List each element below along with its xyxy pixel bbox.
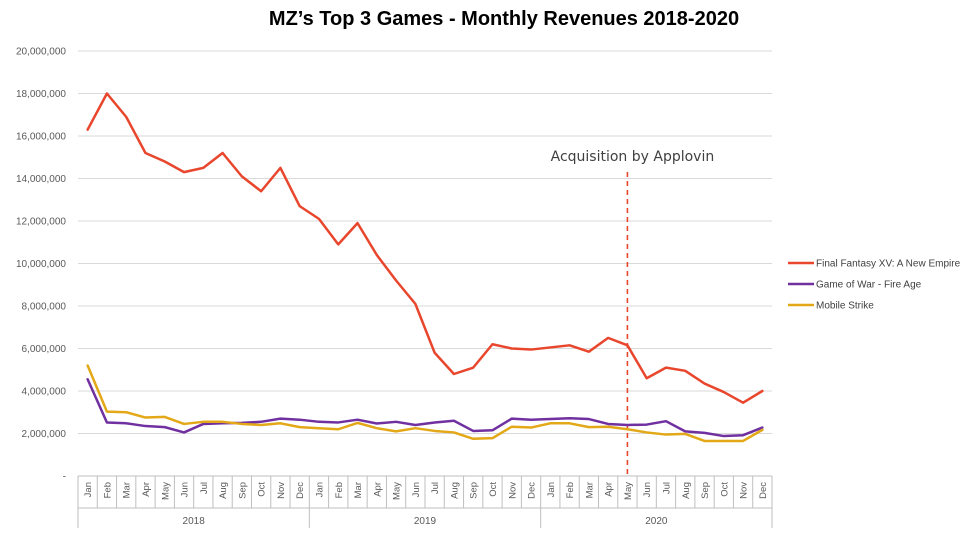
x-tick-label: Aug	[218, 482, 229, 499]
x-tick-label: Oct	[257, 482, 268, 497]
legend: Final Fantasy XV: A New Empire Game of Wa…	[788, 259, 961, 312]
x-tick-label: Mar	[122, 482, 133, 498]
x-tick-label: Dec	[295, 482, 306, 499]
x-tick-label: Oct	[488, 482, 499, 497]
x-tick-label: Jul	[661, 482, 672, 494]
x-tick-label: Jan	[314, 482, 325, 497]
x-tick-label: Sep	[237, 482, 248, 499]
x-tick-label: Jun	[411, 482, 422, 497]
x-tick-label: May	[160, 482, 171, 500]
x-tick-label: Feb	[102, 482, 113, 498]
x-tick-label: Apr	[604, 482, 615, 497]
y-tick-label: 12,000,000	[16, 217, 66, 228]
x-tick-label: Apr	[141, 482, 152, 497]
gridlines	[78, 50, 772, 477]
series-line	[86, 364, 764, 443]
legend-label: Game of War - Fire Age	[816, 280, 922, 291]
y-tick-label: 8,000,000	[22, 302, 67, 313]
x-tick-label: Feb	[334, 482, 345, 498]
x-tick-label: Jan	[83, 482, 94, 497]
y-tick-label: 4,000,000	[22, 387, 67, 398]
x-tick-label: Nov	[507, 482, 518, 499]
chart-title: MZ’s Top 3 Games - Monthly Revenues 2018…	[269, 8, 739, 30]
y-tick-label: 10,000,000	[16, 259, 66, 270]
x-tick-label: Jun	[180, 482, 191, 497]
y-tick-label: -	[63, 472, 66, 483]
x-tick-label: Mar	[353, 482, 364, 498]
y-tick-label: 6,000,000	[22, 344, 67, 355]
x-tick-label: Sep	[700, 482, 711, 499]
y-tick-label: 16,000,000	[16, 132, 66, 143]
legend-label: Final Fantasy XV: A New Empire	[816, 259, 961, 270]
x-tick-label: May	[623, 482, 634, 500]
x-tick-label: Aug	[681, 482, 692, 499]
x-tick-label: May	[392, 482, 403, 500]
series-line	[86, 378, 764, 438]
x-tick-label: Oct	[719, 482, 730, 497]
x-tick-label: Nov	[739, 482, 750, 499]
x-tick-label: Jul	[430, 482, 441, 494]
year-label: 2018	[183, 516, 206, 527]
x-tick-label: Jan	[546, 482, 557, 497]
x-tick-label: Aug	[449, 482, 460, 499]
legend-label: Mobile Strike	[816, 301, 874, 312]
y-tick-label: 14,000,000	[16, 174, 66, 185]
x-tick-label: Dec	[758, 482, 769, 499]
x-tick-label: Feb	[565, 482, 576, 498]
y-tick-label: 2,000,000	[22, 429, 67, 440]
series-lines	[86, 92, 764, 443]
annotation: Acquisition by Applovin	[551, 149, 715, 476]
year-label: 2019	[414, 516, 437, 527]
x-tick-label: Sep	[469, 482, 480, 499]
y-axis: - 2,000,000 4,000,000 6,000,000 8,000,000 10,…	[16, 47, 66, 483]
x-tick-label: Nov	[276, 482, 287, 499]
y-tick-label: 20,000,000	[16, 47, 66, 58]
annotation-label: Acquisition by Applovin	[551, 149, 715, 165]
series-line	[86, 92, 764, 404]
x-tick-label: Jun	[642, 482, 653, 497]
x-tick-label: Jul	[199, 482, 210, 494]
x-tick-label: Mar	[584, 482, 595, 498]
y-tick-label: 18,000,000	[16, 89, 66, 100]
x-tick-label: Apr	[372, 482, 383, 497]
x-tick-label: Dec	[527, 482, 538, 499]
x-axis: Jan Feb Mar Apr May Jun Jul Aug Sep Oct Nov Dec Jan F…	[77, 475, 773, 528]
year-label: 2020	[645, 516, 668, 527]
